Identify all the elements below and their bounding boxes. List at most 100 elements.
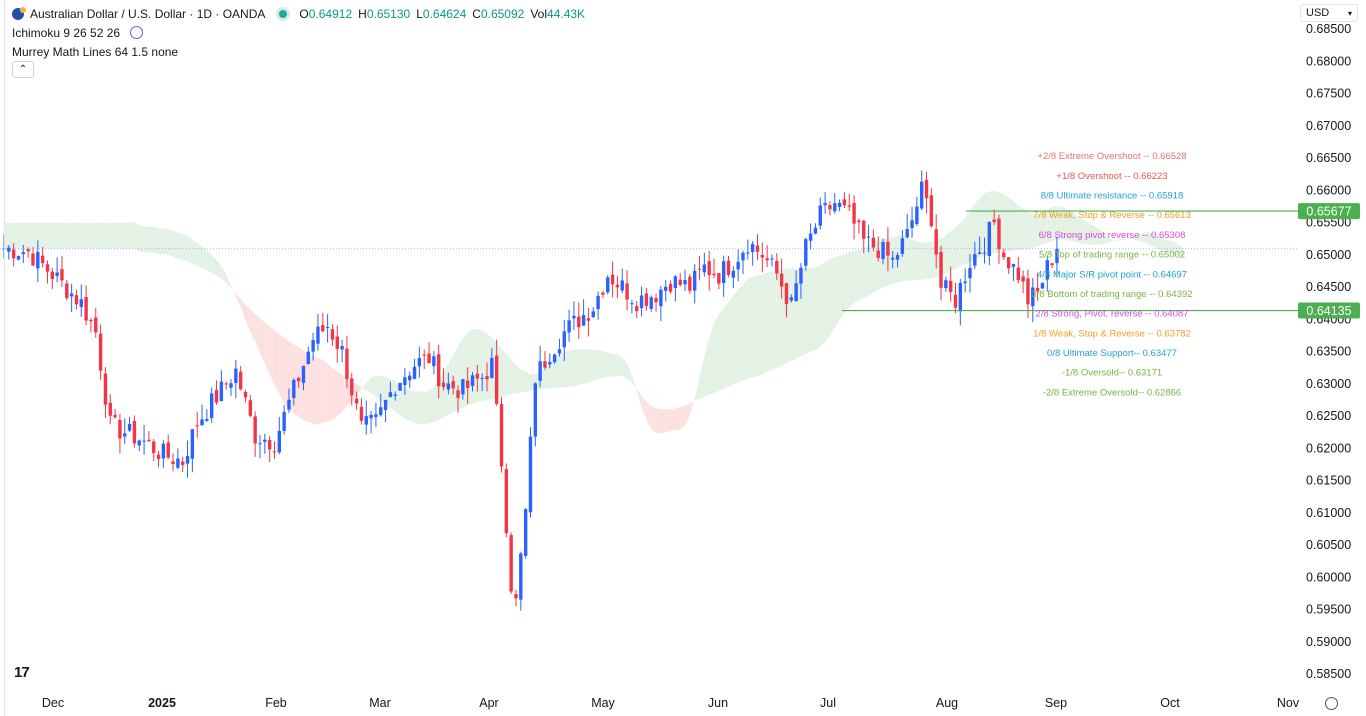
ichimoku-cloud-segment bbox=[158, 228, 164, 255]
ichimoku-cloud-segment bbox=[482, 330, 487, 401]
ichimoku-cloud-segment bbox=[211, 255, 217, 276]
murrey-line-label: 1/8 Weak, Stop & Reverse -- 0.63782 bbox=[1033, 328, 1191, 339]
candle-body bbox=[581, 315, 586, 326]
ichimoku-cloud-segment bbox=[786, 268, 792, 364]
indicator-murrey[interactable]: Murrey Math Lines 64 1.5 none bbox=[12, 42, 585, 61]
ichimoku-cloud-segment bbox=[757, 274, 763, 376]
ichimoku-cloud-segment bbox=[506, 354, 512, 396]
ichimoku-cloud-segment bbox=[689, 398, 695, 416]
murrey-line-label: 4/8 Major S/R pivot point -- 0.64697 bbox=[1037, 269, 1187, 280]
indicator-ichimoku-label: Ichimoku 9 26 52 26 bbox=[12, 25, 121, 40]
y-axis-tick-label: 0.65000 bbox=[1306, 248, 1351, 262]
ichimoku-cloud-segment bbox=[1143, 232, 1149, 245]
ichimoku-cloud-segment bbox=[776, 269, 782, 368]
ichimoku-cloud-segment bbox=[815, 265, 821, 350]
candle-body bbox=[823, 203, 827, 206]
x-axis-tick-label: Dec bbox=[42, 696, 64, 710]
ichimoku-cloud-segment bbox=[129, 222, 135, 249]
ichimoku-cloud-segment bbox=[641, 396, 647, 420]
ichimoku-cloud-segment bbox=[544, 363, 550, 389]
candle-body bbox=[287, 399, 291, 410]
ichimoku-cloud-segment bbox=[742, 278, 748, 381]
candle-body bbox=[316, 326, 320, 344]
indicator-ichimoku[interactable]: Ichimoku 9 26 52 26 bbox=[12, 23, 585, 42]
candle-body bbox=[31, 253, 35, 266]
candle-body bbox=[654, 298, 658, 303]
ichimoku-cloud-segment bbox=[805, 268, 811, 354]
y-axis-tick-label: 0.64500 bbox=[1306, 280, 1351, 294]
candle-body bbox=[50, 271, 54, 279]
ichimoku-cloud-segment bbox=[284, 337, 289, 410]
candle-body bbox=[770, 258, 774, 260]
chart-legend: Australian Dollar / U.S. Dollar · 1D · O… bbox=[12, 4, 585, 61]
ohlc-value: 0.64912 bbox=[308, 6, 353, 21]
symbol-row[interactable]: Australian Dollar / U.S. Dollar · 1D · O… bbox=[12, 4, 585, 23]
candle-body bbox=[335, 336, 339, 349]
candle-body bbox=[620, 280, 624, 291]
price-badge bbox=[1298, 203, 1360, 220]
ichimoku-cloud-segment bbox=[854, 249, 859, 304]
candle-body bbox=[939, 251, 943, 288]
ichimoku-cloud-segment bbox=[858, 248, 864, 301]
currency-select[interactable]: USD ▾ bbox=[1300, 4, 1358, 22]
ichimoku-cloud-segment bbox=[593, 349, 599, 381]
candle-body bbox=[258, 443, 262, 445]
ohlc-value: 0.65130 bbox=[366, 6, 411, 21]
ichimoku-cloud-segment bbox=[95, 222, 101, 249]
candle-body bbox=[325, 327, 330, 329]
candle-body bbox=[731, 270, 736, 278]
candle-body bbox=[712, 273, 716, 276]
candle-body bbox=[45, 264, 50, 272]
candle-body bbox=[393, 394, 397, 396]
ichimoku-cloud-segment bbox=[119, 222, 125, 249]
ichimoku-cloud-segment bbox=[863, 245, 869, 298]
ichimoku-cloud-segment bbox=[1177, 244, 1183, 256]
ichimoku-cloud-segment bbox=[52, 222, 58, 249]
candle-body bbox=[881, 241, 885, 260]
candle-body bbox=[1011, 264, 1016, 267]
candle-body bbox=[412, 366, 417, 379]
candle-body bbox=[799, 267, 803, 284]
ichimoku-cloud-segment bbox=[680, 405, 686, 430]
candle-body bbox=[755, 245, 760, 252]
candle-body bbox=[272, 451, 277, 453]
candle-body bbox=[253, 416, 257, 444]
ichimoku-cloud-segment bbox=[81, 222, 87, 249]
candle-body bbox=[1016, 267, 1020, 281]
candle-body bbox=[915, 206, 919, 224]
gear-icon[interactable] bbox=[1325, 697, 1338, 710]
candle-body bbox=[166, 442, 170, 458]
indicator-murrey-label: Murrey Math Lines 64 1.5 none bbox=[12, 44, 179, 59]
symbol-title[interactable]: Australian Dollar / U.S. Dollar · 1D · O… bbox=[30, 6, 266, 21]
y-axis-tick-label: 0.62000 bbox=[1306, 441, 1351, 455]
candle-body bbox=[123, 433, 127, 437]
ichimoku-cloud-segment bbox=[569, 349, 574, 388]
candle-body bbox=[982, 252, 987, 254]
tradingview-logo-icon[interactable]: 17 bbox=[14, 664, 30, 681]
candle-body bbox=[422, 354, 426, 356]
candle-body bbox=[664, 286, 668, 291]
candle-body bbox=[89, 319, 93, 322]
ichimoku-cloud-segment bbox=[23, 222, 29, 249]
ichimoku-cloud-segment bbox=[979, 193, 985, 258]
candle-body bbox=[408, 375, 412, 381]
x-axis-tick-label: Feb bbox=[265, 696, 287, 710]
ohlc-value: 0.64624 bbox=[422, 6, 467, 21]
ichimoku-cloud-segment bbox=[332, 368, 338, 420]
candle-body bbox=[523, 509, 528, 556]
ichimoku-cloud-segment bbox=[47, 222, 53, 249]
ichimoku-cloud-segment bbox=[660, 409, 666, 434]
murrey-line-label: +1/8 Overshoot -- 0.66223 bbox=[1056, 171, 1167, 182]
ichimoku-cloud-segment bbox=[907, 236, 913, 281]
ichimoku-cloud-segment bbox=[718, 307, 724, 391]
candle-body bbox=[1035, 288, 1040, 292]
candle-body bbox=[74, 295, 79, 305]
ichimoku-cloud-segment bbox=[617, 353, 623, 377]
ohlc-key: L bbox=[416, 6, 423, 21]
ohlc-key: H bbox=[358, 6, 367, 21]
candle-body bbox=[1002, 252, 1006, 258]
ichimoku-cloud-segment bbox=[970, 203, 975, 262]
ichimoku-cloud-segment bbox=[342, 374, 347, 413]
collapse-legend-button[interactable]: ⌃ bbox=[12, 61, 34, 78]
